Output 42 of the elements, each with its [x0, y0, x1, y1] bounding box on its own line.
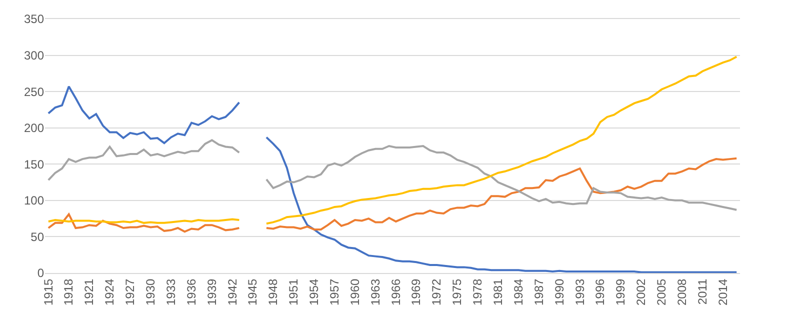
x-tick-label: 1918 — [62, 278, 76, 306]
x-tick-label: 1930 — [144, 278, 158, 306]
x-tick-label: 1936 — [184, 278, 198, 306]
x-tick-label: 1951 — [286, 278, 301, 306]
x-tick-label: 1990 — [552, 278, 566, 306]
x-tick-label: 2008 — [674, 278, 689, 306]
x-tick-label: 1978 — [470, 278, 485, 306]
x-tick-label: 1999 — [614, 278, 628, 306]
x-tick-label: 1921 — [82, 278, 96, 306]
y-tick-label: 200 — [24, 121, 44, 136]
x-tick-label: 1963 — [368, 278, 382, 306]
x-tick-label: 1927 — [123, 278, 138, 306]
x-tick-label: 2002 — [634, 278, 648, 306]
x-tick-label: 2014 — [716, 278, 730, 306]
y-tick-label: 50 — [30, 230, 44, 244]
x-tick-label: 1993 — [572, 278, 587, 306]
x-tick-label: 1948 — [266, 278, 280, 306]
x-tick-label: 1954 — [307, 278, 322, 306]
x-tick-label: 1969 — [409, 278, 424, 306]
y-tick-label: 150 — [24, 157, 44, 172]
x-tick-label: 1966 — [388, 278, 403, 306]
x-tick-label: 1957 — [327, 278, 342, 306]
y-tick-label: 0 — [37, 266, 44, 280]
x-tick-label: 2005 — [654, 278, 669, 306]
x-tick-label: 1942 — [225, 278, 240, 306]
y-tick-label: 250 — [24, 84, 44, 99]
x-tick-label: 1945 — [246, 278, 260, 306]
x-tick-label: 1915 — [41, 278, 56, 306]
x-tick-label: 1939 — [204, 278, 219, 306]
x-tick-label: 1933 — [164, 278, 178, 306]
x-tick-label: 1987 — [532, 278, 546, 306]
x-tick-label: 2011 — [695, 278, 710, 305]
x-tick-label: 1996 — [593, 278, 608, 306]
x-tick-label: 1975 — [450, 278, 464, 306]
y-tick-label: 100 — [24, 194, 44, 208]
x-tick-label: 1981 — [491, 278, 506, 306]
x-tick-label: 1984 — [511, 278, 526, 306]
x-tick-label: 1960 — [348, 278, 362, 306]
x-tick-label: 1924 — [102, 278, 117, 306]
x-tick-label: 1972 — [430, 278, 444, 306]
y-tick-label: 300 — [24, 48, 44, 62]
y-tick-label: 350 — [24, 12, 44, 26]
